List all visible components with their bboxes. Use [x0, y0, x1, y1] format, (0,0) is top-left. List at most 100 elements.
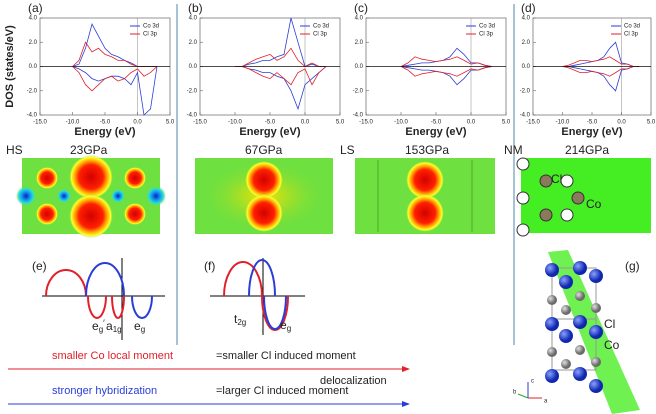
- y-tick-label: 4.0: [522, 16, 531, 22]
- levels-f: (f): [204, 258, 305, 335]
- label-base: e: [280, 318, 287, 332]
- blob: [36, 167, 58, 189]
- label-sup: ′: [103, 318, 105, 328]
- atom-label: Co: [604, 338, 620, 352]
- panel-label: (b): [188, 1, 203, 15]
- dos-line: [235, 17, 326, 68]
- pressure-label: 214GPa: [565, 143, 609, 157]
- y-tick-label: -4.0: [187, 113, 198, 119]
- atom: [539, 208, 553, 222]
- dos-line: [235, 66, 327, 111]
- axis-label: b: [513, 390, 517, 396]
- y-tick-label: 2.0: [189, 40, 198, 46]
- x-tick-label: -10.0: [394, 120, 408, 126]
- label-base: a: [106, 319, 113, 333]
- y-tick-label: 4.0: [29, 16, 38, 22]
- label-base: t: [234, 312, 238, 326]
- atom: [560, 174, 574, 188]
- atom-label: Co: [586, 197, 602, 211]
- dos-line: [562, 66, 640, 77]
- label-sub: 2g: [237, 318, 246, 327]
- x-tick-label: 0.0: [301, 120, 310, 126]
- trend-label: stronger hybridization: [52, 385, 157, 397]
- x-axis-label: Energy (eV): [561, 126, 622, 138]
- x-tick-label: -15.0: [33, 120, 47, 126]
- level: [111, 295, 125, 319]
- dos-line: [72, 66, 158, 92]
- legend-label: Cl 3p: [313, 32, 328, 38]
- y-tick-label: -2.0: [520, 88, 531, 94]
- atom-label: Cl: [604, 317, 615, 331]
- label-sub: g: [287, 324, 291, 333]
- atom: [516, 157, 530, 171]
- x-tick-label: -15.0: [359, 120, 373, 126]
- x-tick-label: -5.0: [265, 120, 276, 126]
- spot: [146, 186, 166, 206]
- trends: smaller Co local moment =smaller Cl indu…: [8, 350, 410, 407]
- level-label: t2g: [234, 312, 246, 327]
- contour-map-hs: HS 23GPa: [6, 143, 166, 238]
- blob: [406, 194, 444, 232]
- level-label: eg′: [92, 318, 105, 334]
- panel-label: (g): [625, 259, 640, 273]
- x-tick-label: -10.0: [66, 120, 80, 126]
- pressure-label: 23GPa: [70, 143, 108, 157]
- pressure-label: 153GPa: [405, 143, 449, 157]
- spot: [16, 186, 36, 206]
- label-base: e: [134, 319, 141, 333]
- trend-label: smaller Co local moment: [52, 350, 173, 362]
- level: [87, 295, 107, 319]
- dos-line: [72, 66, 158, 116]
- spot: [57, 189, 71, 203]
- label-sub: 1g: [113, 325, 122, 334]
- panel-label: (d): [521, 1, 536, 15]
- dos-line: [72, 23, 157, 67]
- x-tick-label: 0.0: [617, 120, 626, 126]
- level: [85, 262, 125, 297]
- level: [248, 259, 276, 297]
- legend-label: Co 3d: [143, 24, 159, 30]
- y-tick-label: 0.0: [29, 64, 38, 70]
- state-label: HS: [6, 143, 23, 157]
- axis-label: c: [531, 379, 534, 385]
- levels-e: (e): [32, 258, 165, 340]
- legend-label: Cl 3p: [624, 32, 639, 38]
- panel-label: (f): [204, 259, 215, 273]
- dos-line: [400, 56, 493, 67]
- trend-label: =larger Cl induced moment: [216, 385, 348, 397]
- blob: [36, 203, 58, 225]
- x-tick-label: -15.0: [193, 120, 207, 126]
- level-label: eg: [280, 318, 291, 333]
- legend-label: Co 3d: [479, 24, 495, 30]
- y-tick-label: 0.0: [355, 64, 364, 70]
- y-axis-label: DOS (states/eV): [4, 25, 16, 108]
- y-tick-label: -2.0: [187, 88, 198, 94]
- x-axis-label: Energy (eV): [239, 126, 300, 138]
- legend-label: Co 3d: [624, 24, 640, 30]
- dos-line: [72, 41, 157, 67]
- legend-label: Co 3d: [313, 24, 329, 30]
- y-tick-label: 0.0: [522, 64, 531, 70]
- level: [131, 295, 153, 319]
- legend-label: Cl 3p: [479, 32, 494, 38]
- x-tick-label: -5.0: [431, 120, 442, 126]
- pressure-label: 67GPa: [245, 143, 283, 157]
- blob: [245, 194, 283, 232]
- legend-label: Cl 3p: [143, 32, 158, 38]
- y-tick-label: 2.0: [29, 40, 38, 46]
- x-tick-label: 5.0: [336, 120, 345, 126]
- atom-label: Cl: [551, 172, 562, 186]
- atom: [516, 223, 530, 237]
- y-tick-label: -4.0: [353, 113, 364, 119]
- x-tick-label: 0.0: [467, 120, 476, 126]
- level-label: a1g: [106, 319, 122, 334]
- y-tick-label: -4.0: [27, 113, 38, 119]
- y-tick-label: -4.0: [520, 113, 531, 119]
- x-tick-label: 5.0: [166, 120, 175, 126]
- blob: [69, 155, 113, 199]
- atom: [539, 174, 553, 188]
- y-tick-label: 0.0: [189, 64, 198, 70]
- blob: [124, 203, 146, 225]
- atom: [516, 191, 530, 205]
